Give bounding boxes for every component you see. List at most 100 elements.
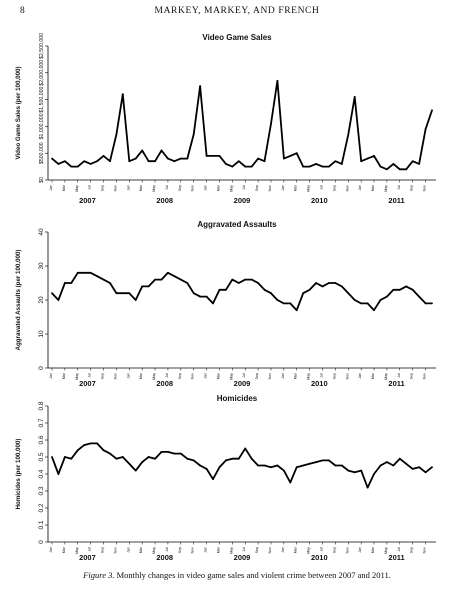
- x-tick-label: Mar: [139, 546, 143, 553]
- data-point: [308, 288, 311, 291]
- y-tick-label: $1,000,000: [39, 113, 45, 139]
- x-tick-label: Mar: [294, 184, 298, 191]
- data-point: [51, 157, 53, 160]
- y-tick-label: 40: [38, 228, 45, 236]
- data-point: [386, 168, 388, 171]
- data-point: [237, 457, 240, 460]
- x-tick-label: Jan: [126, 185, 130, 191]
- x-tick-label: Jan: [204, 185, 208, 191]
- data-point: [199, 464, 202, 467]
- data-point: [160, 451, 163, 453]
- x-tick-label: Mar: [139, 372, 143, 379]
- x-tick-label: Jan: [49, 185, 53, 191]
- x-tick-label: Nov: [423, 547, 427, 554]
- data-point: [70, 457, 73, 460]
- data-point: [192, 459, 195, 462]
- data-point: [224, 459, 227, 462]
- data-point: [392, 464, 395, 467]
- data-point: [57, 473, 60, 475]
- data-point: [379, 165, 382, 168]
- x-tick-label: Mar: [294, 546, 298, 553]
- data-point: [257, 464, 260, 467]
- x-tick-label: Jan: [49, 373, 53, 379]
- data-point: [173, 275, 176, 278]
- aggravated-assaults-chart: Aggravated Assaults 0 10 20 30 40 Aggravated A…: [15, 220, 436, 388]
- data-point: [186, 282, 189, 284]
- data-point: [147, 456, 150, 458]
- data-point: [366, 157, 369, 160]
- data-point: [366, 302, 369, 305]
- data-point: [276, 79, 279, 82]
- data-point: [167, 451, 169, 453]
- data-point: [347, 292, 350, 295]
- page-number: 8: [20, 6, 26, 16]
- data-point: [115, 133, 118, 136]
- data-point: [373, 309, 375, 312]
- chart-title: Homicides: [217, 394, 258, 403]
- y-tick-label: 0.3: [38, 486, 45, 495]
- data-point: [276, 299, 279, 301]
- data-point: [263, 288, 266, 291]
- data-point: [360, 469, 363, 472]
- data-point: [405, 168, 408, 171]
- data-point: [51, 456, 53, 458]
- data-point: [295, 466, 298, 469]
- x-tick-label: Mar: [371, 546, 375, 553]
- x-tick-label: Mar: [216, 184, 220, 191]
- data-point: [63, 282, 66, 284]
- data-point: [128, 160, 131, 163]
- x-tick-label: May: [384, 373, 388, 380]
- x-tick-label: May: [307, 373, 311, 380]
- x-tick-label: Nov: [268, 185, 272, 192]
- data-point: [340, 163, 343, 165]
- y-tick-label: $2,000,000: [39, 60, 45, 86]
- caption-text: Monthly changes in video game sales and …: [116, 570, 391, 580]
- data-point: [134, 157, 137, 160]
- x-tick-label: May: [307, 547, 311, 554]
- x-tick-label: May: [307, 185, 311, 192]
- data-point: [276, 464, 279, 467]
- data-point: [373, 154, 375, 157]
- x-tick-label: Mar: [62, 546, 66, 553]
- data-point: [83, 160, 86, 163]
- x-tick-label: Sep: [410, 373, 414, 379]
- running-head: 8 MARKEY, MARKEY, AND FRENCH: [0, 6, 474, 20]
- data-point: [289, 481, 292, 484]
- x-tick-label: Jan: [49, 547, 53, 553]
- x-tick-label: Mar: [139, 184, 143, 191]
- data-point: [167, 157, 169, 160]
- data-point: [76, 165, 79, 168]
- data-point: [328, 165, 330, 168]
- data-point: [263, 464, 266, 467]
- data-point: [192, 292, 195, 295]
- data-point: [63, 456, 66, 458]
- data-point: [353, 96, 356, 98]
- year-label: 2011: [388, 196, 404, 205]
- data-point: [398, 168, 401, 171]
- data-point: [141, 285, 144, 288]
- y-tick-label: 0.6: [38, 435, 45, 444]
- x-tick-label: Jul: [397, 547, 401, 552]
- data-point: [418, 466, 421, 469]
- year-label: 2008: [156, 553, 173, 562]
- data-point: [160, 278, 163, 281]
- x-tick-label: Nov: [345, 373, 349, 380]
- data-point: [109, 160, 111, 163]
- y-axis-label: Homicides (per 100,000): [15, 439, 22, 510]
- x-tick-label: Jul: [88, 373, 92, 378]
- data-point: [263, 160, 266, 163]
- year-label: 2007: [79, 553, 96, 562]
- x-tick-label: Nov: [423, 373, 427, 380]
- data-point: [347, 133, 350, 136]
- series-line: [51, 442, 433, 489]
- year-label: 2009: [234, 196, 251, 205]
- data-point: [179, 278, 182, 281]
- data-point: [167, 271, 169, 274]
- x-tick-label: May: [384, 547, 388, 554]
- data-point: [96, 442, 98, 445]
- x-tick-label: Nov: [345, 547, 349, 554]
- data-point: [270, 122, 272, 125]
- x-tick-label: Jul: [320, 373, 324, 378]
- data-point: [147, 160, 150, 163]
- x-tick-label: May: [75, 547, 79, 554]
